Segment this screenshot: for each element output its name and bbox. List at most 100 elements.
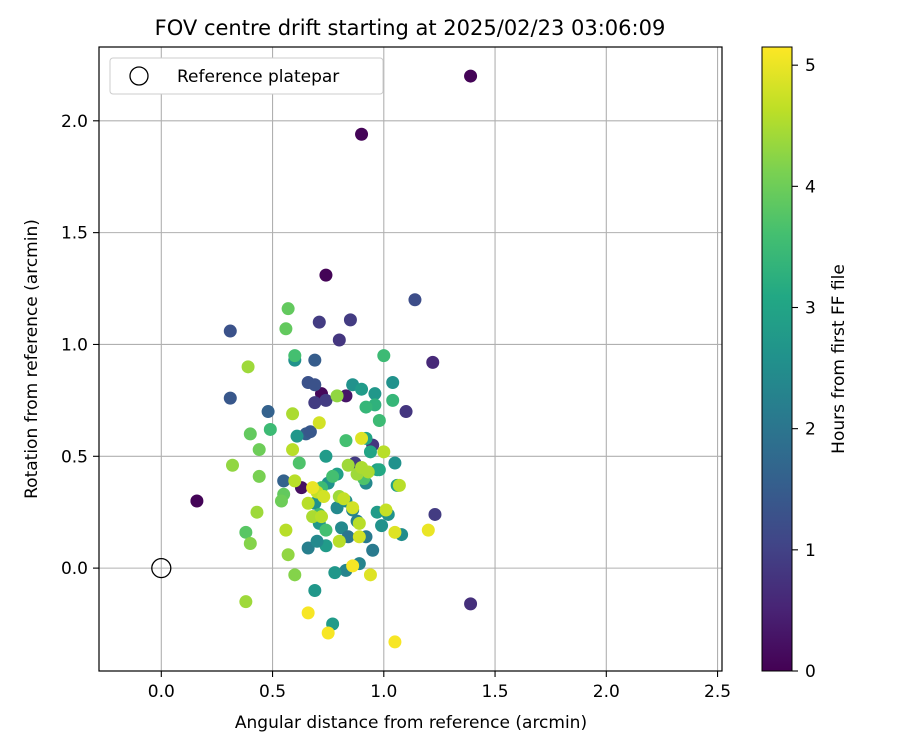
data-point: [355, 127, 369, 141]
colorbar-tick-label: 4: [805, 177, 816, 197]
legend: Reference platepar: [109, 57, 384, 95]
data-point: [332, 534, 346, 548]
data-point: [306, 481, 320, 495]
data-point: [388, 525, 402, 539]
data-point: [335, 521, 349, 535]
y-tick-label: 2.0: [61, 112, 88, 132]
y-axis-label: Rotation from reference (arcmin): [22, 219, 42, 499]
data-point: [312, 315, 326, 329]
data-point: [263, 422, 277, 436]
data-point: [281, 302, 295, 316]
data-point: [328, 566, 342, 580]
data-point: [286, 443, 300, 457]
data-point: [319, 523, 333, 537]
data-point: [310, 534, 324, 548]
data-point: [372, 463, 386, 477]
data-point: [330, 501, 344, 515]
data-point: [277, 474, 291, 488]
data-point: [421, 523, 435, 537]
data-point: [250, 505, 264, 519]
data-point: [321, 626, 335, 640]
data-point: [399, 405, 413, 419]
data-point: [303, 425, 317, 439]
legend-box: [109, 57, 384, 95]
data-point: [392, 478, 406, 492]
reference-marker-group: [151, 557, 172, 579]
data-point: [363, 445, 377, 459]
data-point: [226, 458, 239, 472]
y-tick-label: 1.0: [61, 335, 88, 355]
x-tick-label: 0.0: [148, 682, 175, 702]
data-point: [252, 469, 266, 483]
data-point: [388, 456, 402, 470]
data-point: [352, 516, 366, 530]
legend-reference-marker: [129, 66, 149, 86]
data-point: [279, 523, 293, 537]
colorbar-ticks: 0 1 2 3 4 5: [792, 56, 816, 682]
data-point: [243, 537, 257, 551]
y-tick-label: 1.5: [61, 224, 88, 244]
data-point: [332, 333, 346, 347]
x-axis-ticks: 0.0 0.5 1.0 1.5 2.0 2.5: [148, 671, 731, 702]
data-point: [308, 353, 322, 367]
data-point: [308, 396, 322, 410]
data-point: [352, 530, 366, 544]
data-point: [379, 503, 393, 517]
data-point: [252, 443, 266, 457]
x-tick-label: 2.5: [704, 682, 731, 702]
data-point: [312, 416, 326, 430]
x-tick-label: 2.0: [593, 682, 620, 702]
data-point: [301, 606, 315, 620]
data-point: [292, 456, 306, 470]
data-point: [241, 360, 255, 374]
colorbar-tick-label: 5: [805, 56, 816, 76]
plot-frame: [98, 46, 723, 672]
data-point: [279, 322, 293, 336]
colorbar-tick-label: 3: [805, 299, 816, 319]
data-point: [341, 458, 355, 472]
data-point: [326, 469, 340, 483]
data-point: [386, 375, 400, 389]
y-axis-ticks: 0.0 0.5 1.0 1.5 2.0: [61, 112, 99, 579]
colorbar-tick-label: 1: [805, 541, 816, 561]
data-point: [355, 431, 369, 445]
data-point: [223, 324, 237, 338]
colorbar-tick-label: 0: [805, 662, 816, 682]
data-point: [428, 507, 442, 521]
data-point: [239, 525, 253, 539]
data-point: [366, 543, 380, 557]
data-point: [426, 355, 440, 369]
data-point: [308, 583, 322, 597]
data-point: [339, 389, 353, 403]
x-axis-label: Angular distance from reference (arcmin): [235, 713, 587, 733]
y-tick-label: 0.5: [61, 447, 88, 467]
data-point: [301, 541, 315, 555]
chart-title: FOV centre drift starting at 2025/02/23 …: [155, 16, 666, 40]
data-points: [190, 69, 478, 649]
data-point: [377, 349, 391, 363]
data-point: [375, 519, 389, 533]
data-point: [317, 490, 331, 504]
data-point: [223, 391, 237, 405]
y-tick-label: 0.0: [61, 559, 88, 579]
data-point: [306, 510, 320, 524]
legend-reference-label: Reference platepar: [177, 67, 339, 87]
colorbar-tick-label: 2: [805, 420, 816, 440]
data-point: [464, 597, 478, 611]
data-point: [290, 429, 304, 443]
data-point: [319, 268, 333, 282]
data-point: [343, 313, 357, 327]
data-point: [274, 494, 288, 508]
data-point: [243, 427, 257, 441]
grid-lines: [99, 47, 722, 671]
data-point: [339, 434, 353, 448]
data-point: [281, 548, 295, 562]
reference-platepar-marker: [151, 557, 172, 579]
data-point: [315, 510, 328, 524]
data-point: [286, 407, 300, 421]
data-point: [319, 449, 333, 463]
data-point: [368, 387, 382, 401]
data-point: [372, 414, 386, 428]
data-point: [363, 568, 377, 582]
x-tick-label: 1.5: [482, 682, 509, 702]
